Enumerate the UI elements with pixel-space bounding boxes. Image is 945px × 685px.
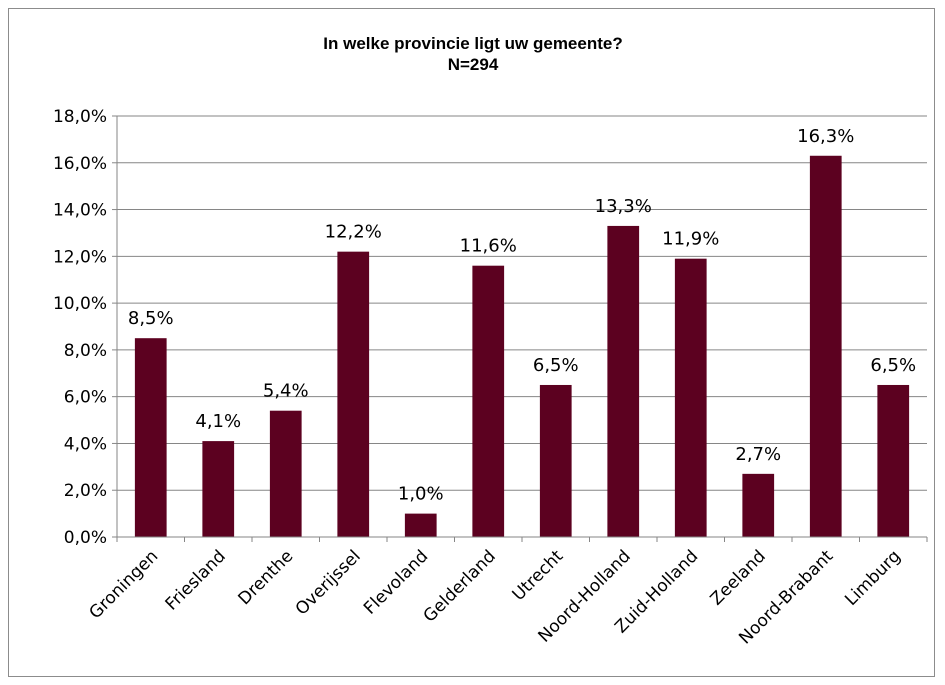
bar (809, 155, 842, 537)
bar (134, 338, 167, 537)
y-tick-label: 6,0% (64, 388, 107, 408)
bar (539, 384, 572, 537)
data-label: 8,5% (128, 308, 174, 329)
category-label: Friesland (162, 546, 230, 614)
y-tick-label: 18,0% (53, 107, 107, 127)
y-tick-label: 4,0% (64, 434, 107, 454)
data-label: 12,2% (325, 222, 382, 243)
bar (607, 225, 640, 537)
y-tick-label: 14,0% (53, 201, 107, 221)
bar (742, 473, 775, 537)
data-label: 6,5% (533, 355, 579, 376)
category-label: Utrecht (509, 546, 568, 605)
bars (134, 155, 910, 537)
y-tick-label: 2,0% (64, 481, 107, 501)
data-label: 13,3% (595, 196, 652, 217)
bar (472, 265, 505, 537)
data-label: 2,7% (735, 444, 781, 465)
data-label: 5,4% (263, 381, 309, 402)
chart-subtitle: N=294 (448, 55, 499, 74)
y-tick-label: 16,0% (53, 154, 107, 174)
y-axis-ticks: 0,0% 2,0% 4,0% 6,0% 8,0% 10,0% 12,0% 14,0% 16,0%… (53, 107, 117, 548)
data-label: 6,5% (870, 355, 916, 376)
y-tick-label: 0,0% (64, 528, 107, 548)
category-label: Limburg (841, 546, 905, 610)
chart-frame: In welke provincie ligt uw gemeente? N=2… (8, 8, 935, 677)
data-label: 4,1% (195, 411, 241, 432)
data-label: 1,0% (398, 484, 444, 505)
category-label: Flevoland (360, 546, 432, 618)
category-label: Overijssel (292, 546, 365, 619)
chart-title: In welke provincie ligt uw gemeente? (323, 34, 622, 53)
data-label: 16,3% (797, 126, 854, 147)
data-labels: 8,5% 4,1% 5,4% 12,2% 1,0% 11,6% 6,5% 13,3% 11,9%… (128, 126, 916, 505)
y-tick-label: 12,0% (53, 247, 107, 267)
bar (404, 513, 437, 537)
category-label: Drenthe (234, 546, 297, 609)
category-labels: Groningen Friesland DrentheOverijsselFlevo… (86, 537, 928, 648)
category-label: Gelderland (420, 546, 500, 626)
bar (202, 441, 235, 537)
bar (674, 258, 707, 537)
gridlines (117, 115, 927, 491)
y-tick-label: 10,0% (53, 294, 107, 314)
y-tick-label: 8,0% (64, 341, 107, 361)
data-label: 11,9% (662, 229, 719, 250)
category-label: Groningen (86, 546, 163, 623)
data-label: 11,6% (460, 236, 517, 257)
bar (337, 251, 370, 537)
bar (877, 384, 910, 537)
bar (269, 410, 302, 537)
category-label: Zeeland (707, 546, 770, 609)
bar-chart: In welke provincie ligt uw gemeente? N=2… (53, 34, 928, 648)
